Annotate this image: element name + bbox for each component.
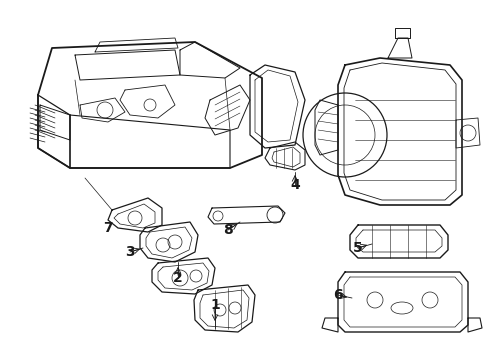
Text: 3: 3 (125, 245, 135, 259)
Text: 5: 5 (353, 241, 363, 255)
Text: 1: 1 (210, 298, 220, 312)
Text: 6: 6 (333, 288, 343, 302)
Text: 7: 7 (103, 221, 113, 235)
Text: 2: 2 (173, 271, 183, 285)
Text: 8: 8 (223, 223, 233, 237)
Text: 4: 4 (290, 178, 300, 192)
